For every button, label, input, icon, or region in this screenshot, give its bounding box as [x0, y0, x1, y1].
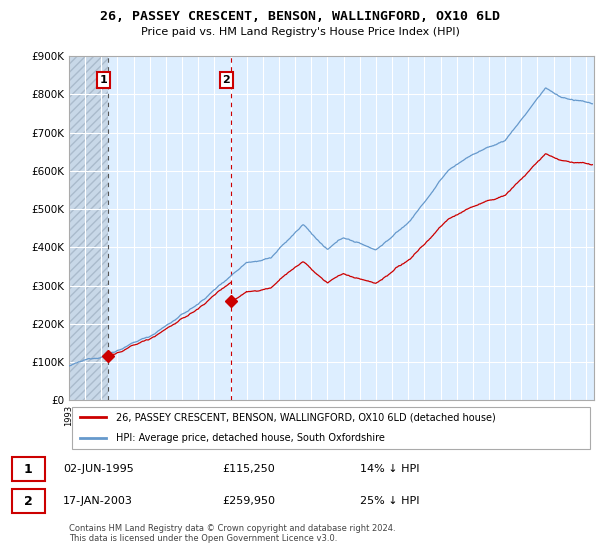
Text: 2: 2 [223, 75, 230, 85]
Text: 2: 2 [24, 494, 32, 508]
Text: £115,250: £115,250 [222, 464, 275, 474]
Text: HPI: Average price, detached house, South Oxfordshire: HPI: Average price, detached house, Sout… [116, 433, 385, 444]
Text: 14% ↓ HPI: 14% ↓ HPI [360, 464, 419, 474]
Bar [69, 56, 108, 400]
Text: Price paid vs. HM Land Registry's House Price Index (HPI): Price paid vs. HM Land Registry's House … [140, 27, 460, 37]
Text: 1: 1 [24, 463, 32, 475]
Text: 26, PASSEY CRESCENT, BENSON, WALLINGFORD, OX10 6LD: 26, PASSEY CRESCENT, BENSON, WALLINGFORD… [100, 10, 500, 23]
FancyBboxPatch shape [12, 489, 45, 514]
FancyBboxPatch shape [71, 407, 590, 449]
FancyBboxPatch shape [12, 457, 45, 481]
Text: Contains HM Land Registry data © Crown copyright and database right 2024.
This d: Contains HM Land Registry data © Crown c… [69, 524, 395, 543]
Text: 1: 1 [100, 75, 107, 85]
Text: 26, PASSEY CRESCENT, BENSON, WALLINGFORD, OX10 6LD (detached house): 26, PASSEY CRESCENT, BENSON, WALLINGFORD… [116, 412, 496, 422]
Text: 17-JAN-2003: 17-JAN-2003 [63, 496, 133, 506]
Text: 02-JUN-1995: 02-JUN-1995 [63, 464, 134, 474]
Text: £259,950: £259,950 [222, 496, 275, 506]
Text: 25% ↓ HPI: 25% ↓ HPI [360, 496, 419, 506]
